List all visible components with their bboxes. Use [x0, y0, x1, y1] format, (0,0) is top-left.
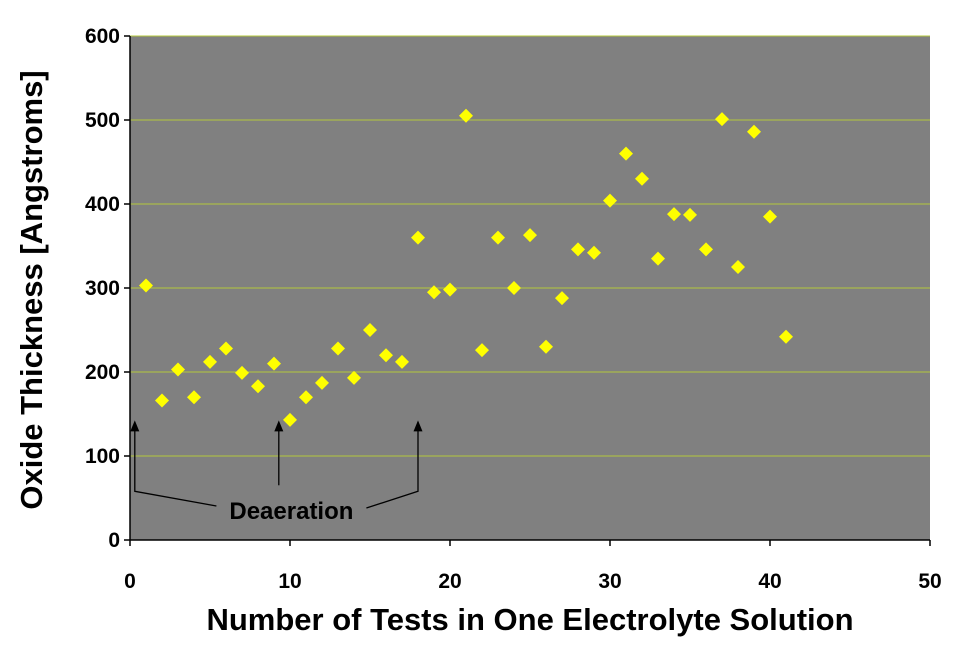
data-points: [139, 108, 793, 427]
data-point: [763, 209, 777, 224]
data-point: [251, 379, 265, 394]
annotation-arrow: [134, 422, 217, 507]
y-tick-label: 500: [85, 109, 120, 132]
gridlines: [130, 35, 930, 457]
data-point: [267, 356, 281, 371]
x-tick-labels: 0 10 20 30 40 50: [124, 570, 942, 593]
data-point: [347, 370, 361, 385]
data-point: [427, 285, 441, 300]
data-point: [731, 260, 745, 274]
data-point: [539, 339, 553, 354]
data-point: [219, 341, 233, 356]
data-point: [651, 251, 665, 266]
x-axis-title: Number of Tests in One Electrolyte Solut…: [206, 602, 853, 637]
data-point: [395, 354, 409, 369]
x-tick-label: 10: [278, 570, 301, 593]
data-point: [715, 112, 729, 127]
arrowhead: [274, 420, 284, 432]
y-tick-label: 600: [85, 25, 120, 48]
data-point: [299, 390, 313, 405]
y-tick-label: 0: [108, 529, 120, 552]
data-point: [379, 348, 393, 363]
data-point: [555, 291, 569, 306]
data-point: [635, 171, 649, 186]
data-point: [155, 393, 169, 408]
data-point: [699, 242, 713, 257]
data-point: [171, 362, 185, 377]
data-point: [331, 341, 345, 356]
x-tick-label: 0: [124, 570, 136, 593]
data-point: [491, 230, 505, 245]
data-point: [779, 329, 793, 344]
annotation-arrow: [366, 422, 419, 509]
annotation-label: Deaeration: [229, 498, 353, 525]
y-tick-label: 100: [85, 445, 120, 468]
arrowhead: [130, 420, 140, 432]
data-point: [747, 124, 761, 139]
y-tick-label: 300: [85, 277, 120, 300]
x-tick-label: 50: [918, 570, 941, 593]
data-point: [203, 354, 217, 369]
data-point: [139, 278, 153, 293]
data-point: [571, 242, 585, 257]
data-point: [235, 365, 249, 380]
data-point: [187, 390, 201, 405]
y-tick-labels: 0 100 200 300 400 500 600: [85, 25, 120, 552]
x-tick-label: 40: [758, 570, 781, 593]
y-tick-label: 400: [85, 193, 120, 216]
y-tick-label: 200: [85, 361, 120, 384]
data-point: [283, 412, 297, 427]
data-point: [459, 108, 473, 123]
x-tick-label: 20: [438, 570, 461, 593]
x-tick-label: 30: [598, 570, 621, 593]
arrowhead: [413, 420, 423, 432]
data-point: [667, 207, 681, 222]
data-point: [619, 146, 633, 161]
deaeration-annotation: Deaeration: [130, 420, 423, 525]
data-point: [523, 228, 537, 243]
data-point: [507, 281, 521, 295]
y-axis-title: Oxide Thickness [Angstroms]: [14, 70, 49, 509]
data-point: [683, 207, 697, 222]
data-point: [587, 245, 601, 260]
data-point: [443, 282, 457, 297]
data-point: [475, 343, 489, 358]
data-point: [363, 323, 377, 337]
data-point: [315, 375, 329, 390]
axes: [124, 35, 931, 546]
data-point: [603, 193, 617, 208]
data-point: [411, 230, 425, 245]
